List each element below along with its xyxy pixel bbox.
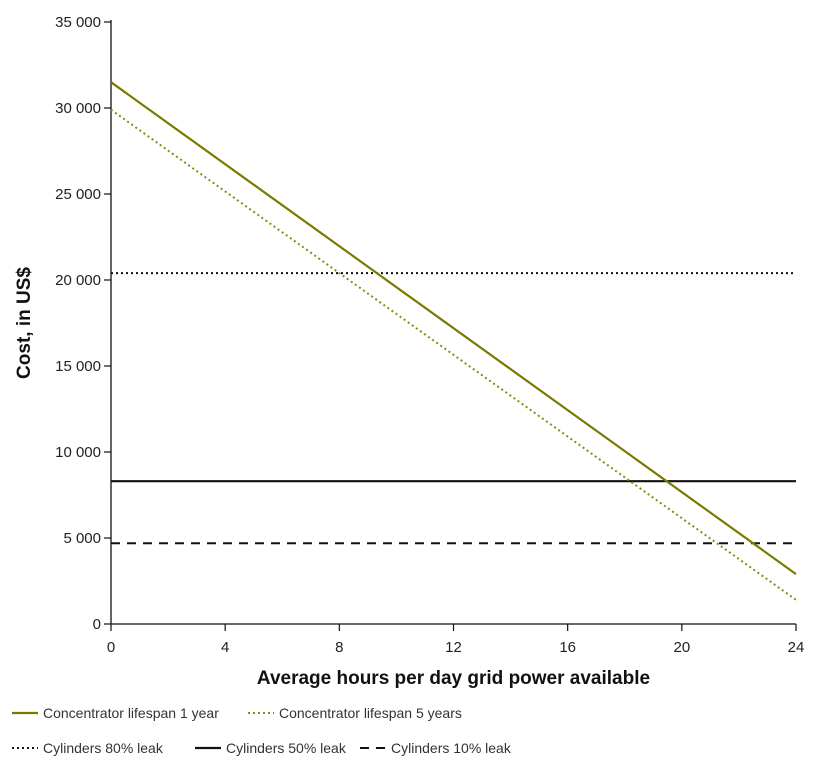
x-tick-label: 4 (221, 639, 229, 656)
y-tick-label: 30 000 (55, 100, 101, 117)
legend-label: Cylinders 10% leak (391, 740, 512, 756)
legend-label: Cylinders 80% leak (43, 740, 164, 756)
y-tick-label: 5 000 (63, 530, 101, 547)
series-line-2 (110, 108, 797, 601)
x-tick-label: 8 (335, 639, 343, 656)
y-axis-title: Cost, in US$ (14, 267, 35, 379)
series-line-1 (110, 81, 797, 575)
y-tick-label: 10 000 (55, 444, 101, 461)
legend-label: Cylinders 50% leak (226, 740, 347, 756)
x-tick-label: 0 (107, 639, 115, 656)
y-tick-label: 0 (93, 616, 101, 633)
axes: 0 5 000 10 000 15 000 20 000 25 000 30 000 35 0… (55, 14, 804, 656)
legend-label: Concentrator lifespan 1 year (43, 705, 219, 721)
x-tick-label: 20 (673, 639, 690, 656)
y-tick-label: 15 000 (55, 358, 101, 375)
legend-label: Concentrator lifespan 5 years (279, 705, 462, 721)
x-tick-label: 16 (559, 639, 576, 656)
series-lines (110, 81, 797, 601)
y-tick-label: 20 000 (55, 272, 101, 289)
legend: Concentrator lifespan 1 year Concentrator… (12, 705, 512, 756)
x-tick-label: 12 (445, 639, 462, 656)
y-tick-label: 35 000 (55, 14, 101, 31)
y-tick-label: 25 000 (55, 186, 101, 203)
x-tick-label: 24 (788, 639, 805, 656)
x-axis-title: Average hours per day grid power availab… (257, 668, 650, 689)
